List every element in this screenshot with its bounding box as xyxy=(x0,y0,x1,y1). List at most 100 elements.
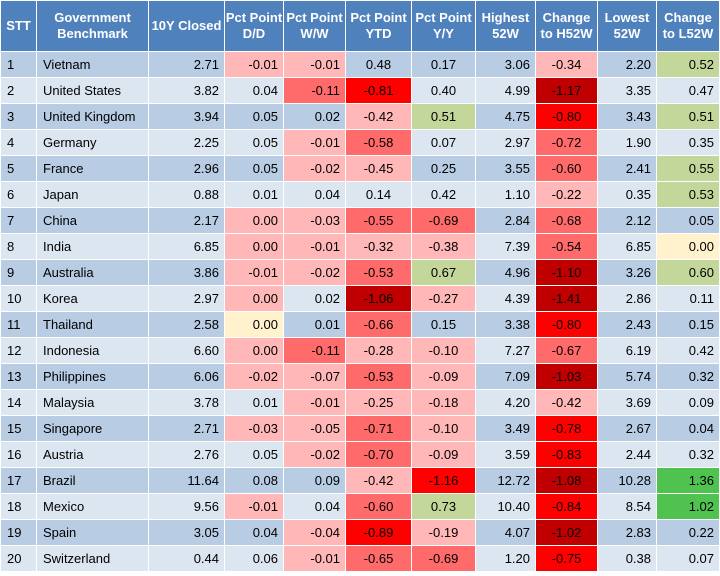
cell-change-l52w: 0.55 xyxy=(656,155,720,182)
cell-pct-ww: -0.04 xyxy=(283,519,346,546)
cell-lowest-52w: 3.26 xyxy=(597,259,657,286)
cell-change-l52w: 0.04 xyxy=(656,415,720,442)
cell-highest-52w: 7.27 xyxy=(475,337,536,364)
cell-change-h52w: -1.08 xyxy=(535,467,598,494)
cell-pct-yy: -0.38 xyxy=(411,233,476,260)
cell-lowest-52w: 2.41 xyxy=(597,155,657,182)
cell-benchmark: Vietnam xyxy=(36,51,149,78)
cell-stt: 5 xyxy=(0,155,37,182)
cell-lowest-52w: 8.54 xyxy=(597,493,657,520)
cell-highest-52w: 7.39 xyxy=(475,233,536,260)
cell-pct-ww: 0.02 xyxy=(283,103,346,130)
cell-pct-ww: 0.04 xyxy=(283,493,346,520)
cell-lowest-52w: 2.67 xyxy=(597,415,657,442)
table-row: 13 Philippines 6.06 -0.02 -0.07 -0.53 -0.09 7.0… xyxy=(0,363,720,390)
cell-closed-10y: 9.56 xyxy=(148,493,225,520)
cell-pct-yy: -0.10 xyxy=(411,337,476,364)
cell-stt: 2 xyxy=(0,77,37,104)
cell-lowest-52w: 0.38 xyxy=(597,545,657,572)
cell-benchmark: France xyxy=(36,155,149,182)
cell-pct-dd: 0.08 xyxy=(224,467,284,494)
cell-highest-52w: 1.10 xyxy=(475,181,536,208)
cell-pct-dd: -0.01 xyxy=(224,493,284,520)
header-stt: STT xyxy=(0,0,37,52)
table-row: 6 Japan 0.88 0.01 0.04 0.14 0.42 1.10 -0.22 0.35 0… xyxy=(0,181,720,208)
table-row: 16 Austria 2.76 0.05 -0.02 -0.70 -0.09 3.59 -0.8… xyxy=(0,441,720,468)
cell-pct-ww: 0.02 xyxy=(283,285,346,312)
cell-closed-10y: 0.44 xyxy=(148,545,225,572)
cell-pct-yy: -0.10 xyxy=(411,415,476,442)
cell-change-h52w: -0.22 xyxy=(535,181,598,208)
cell-pct-ytd: -0.89 xyxy=(345,519,412,546)
cell-change-l52w: 0.32 xyxy=(656,363,720,390)
cell-pct-ww: -0.02 xyxy=(283,155,346,182)
cell-change-h52w: -0.68 xyxy=(535,207,598,234)
cell-pct-ytd: -0.65 xyxy=(345,545,412,572)
cell-lowest-52w: 1.90 xyxy=(597,129,657,156)
cell-closed-10y: 6.85 xyxy=(148,233,225,260)
cell-change-h52w: -1.17 xyxy=(535,77,598,104)
cell-pct-dd: 0.05 xyxy=(224,129,284,156)
cell-benchmark: Switzerland xyxy=(36,545,149,572)
cell-closed-10y: 3.82 xyxy=(148,77,225,104)
cell-change-l52w: 0.05 xyxy=(656,207,720,234)
cell-pct-ytd: -0.45 xyxy=(345,155,412,182)
cell-pct-yy: -0.19 xyxy=(411,519,476,546)
table-row: 3 United Kingdom 3.94 0.05 0.02 -0.42 0.51 4.75… xyxy=(0,103,720,130)
cell-pct-ytd: -0.66 xyxy=(345,311,412,338)
cell-closed-10y: 2.17 xyxy=(148,207,225,234)
cell-lowest-52w: 2.44 xyxy=(597,441,657,468)
cell-pct-yy: -0.09 xyxy=(411,363,476,390)
cell-closed-10y: 2.71 xyxy=(148,415,225,442)
cell-highest-52w: 3.49 xyxy=(475,415,536,442)
cell-pct-ytd: -0.60 xyxy=(345,493,412,520)
cell-benchmark: Philippines xyxy=(36,363,149,390)
cell-pct-ww: 0.09 xyxy=(283,467,346,494)
cell-lowest-52w: 3.69 xyxy=(597,389,657,416)
cell-pct-yy: -0.69 xyxy=(411,545,476,572)
cell-benchmark: Korea xyxy=(36,285,149,312)
cell-pct-ytd: -0.25 xyxy=(345,389,412,416)
cell-lowest-52w: 2.12 xyxy=(597,207,657,234)
cell-pct-ww: -0.01 xyxy=(283,389,346,416)
cell-pct-ww: -0.01 xyxy=(283,545,346,572)
cell-stt: 20 xyxy=(0,545,37,572)
header-highest-52w: Highest 52W xyxy=(475,0,536,52)
table-row: 11 Thailand 2.58 0.00 0.01 -0.66 0.15 3.38 -0.80… xyxy=(0,311,720,338)
table-row: 12 Indonesia 6.60 0.00 -0.11 -0.28 -0.10 7.27 -0… xyxy=(0,337,720,364)
cell-pct-ytd: -0.58 xyxy=(345,129,412,156)
cell-change-h52w: -0.42 xyxy=(535,389,598,416)
table-row: 15 Singapore 2.71 -0.03 -0.05 -0.71 -0.10 3.49-… xyxy=(0,415,720,442)
cell-change-h52w: -0.67 xyxy=(535,337,598,364)
cell-lowest-52w: 2.43 xyxy=(597,311,657,338)
cell-stt: 10 xyxy=(0,285,37,312)
cell-pct-dd: -0.01 xyxy=(224,51,284,78)
table-row: 4 Germany 2.25 0.05 -0.01 -0.58 0.07 2.97 -0.72 1… xyxy=(0,129,720,156)
cell-pct-yy: 0.25 xyxy=(411,155,476,182)
cell-pct-ww: -0.01 xyxy=(283,51,346,78)
cell-pct-ytd: 0.14 xyxy=(345,181,412,208)
cell-stt: 14 xyxy=(0,389,37,416)
table-body: 1 Vietnam 2.71 -0.01 -0.01 0.48 0.17 3.06 -0.34 2… xyxy=(0,51,720,572)
cell-pct-dd: 0.00 xyxy=(224,337,284,364)
cell-stt: 9 xyxy=(0,259,37,286)
cell-highest-52w: 4.20 xyxy=(475,389,536,416)
cell-stt: 12 xyxy=(0,337,37,364)
cell-highest-52w: 4.99 xyxy=(475,77,536,104)
cell-change-h52w: -1.41 xyxy=(535,285,598,312)
table-row: 20 Switzerland 0.44 0.06 -0.01 -0.65 -0.69 1.20… xyxy=(0,545,720,572)
cell-pct-ww: 0.01 xyxy=(283,311,346,338)
cell-closed-10y: 2.76 xyxy=(148,441,225,468)
cell-highest-52w: 4.75 xyxy=(475,103,536,130)
cell-stt: 4 xyxy=(0,129,37,156)
cell-lowest-52w: 2.83 xyxy=(597,519,657,546)
cell-stt: 8 xyxy=(0,233,37,260)
cell-benchmark: Japan xyxy=(36,181,149,208)
cell-pct-ww: -0.11 xyxy=(283,337,346,364)
cell-pct-ytd: -0.53 xyxy=(345,363,412,390)
cell-change-h52w: -1.02 xyxy=(535,519,598,546)
cell-highest-52w: 2.84 xyxy=(475,207,536,234)
cell-benchmark: Brazil xyxy=(36,467,149,494)
cell-pct-ytd: 0.48 xyxy=(345,51,412,78)
